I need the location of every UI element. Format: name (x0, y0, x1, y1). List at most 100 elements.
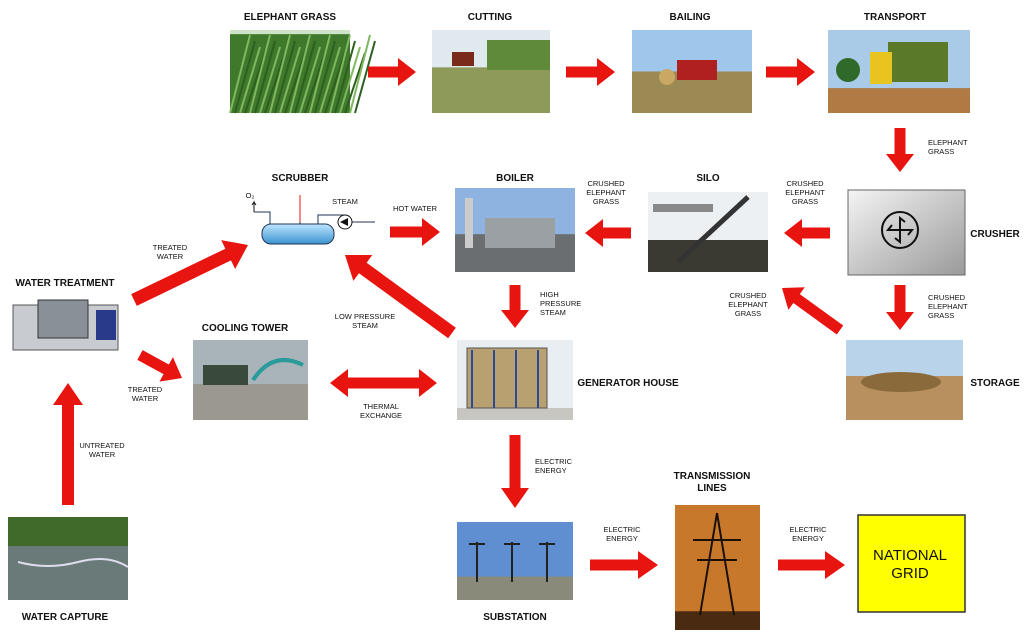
label-line: ELEPHANT (928, 138, 968, 147)
photo (432, 30, 550, 113)
scrubber-tank (262, 224, 334, 244)
label-line: WATER TREATMENT (15, 278, 114, 289)
label-line: GRASS (593, 197, 619, 206)
label-line: SILO (696, 173, 720, 184)
label-line: ENERGY (535, 466, 567, 475)
flow-arrow (368, 58, 416, 86)
photo-ground (648, 240, 768, 272)
label: TREATEDWATER (128, 385, 163, 403)
label-line: ELECTRIC (535, 457, 573, 466)
bale (659, 69, 675, 85)
gen-building (467, 348, 547, 408)
flow-arrow (886, 128, 914, 172)
label-line: BAILING (669, 12, 710, 23)
flow-arrow (784, 219, 830, 247)
label-line: TREATED (128, 385, 163, 394)
label-line: STEAM (540, 308, 566, 317)
label: ELECTRICENERGY (603, 525, 641, 543)
flow-arrow (501, 285, 529, 328)
label: ELECTRICENERGY (789, 525, 827, 543)
label-line: CUTTING (468, 12, 513, 23)
label: SCRUBBER (272, 173, 329, 184)
photo-ground (457, 577, 573, 600)
flow-arrow (330, 369, 437, 397)
label: CRUSHEDELEPHANTGRASS (586, 179, 626, 206)
label: HIGHPRESSURESTEAM (540, 290, 581, 317)
label-line: WATER (157, 252, 184, 261)
label: HOT WATER (393, 204, 438, 213)
label-line: ELECTRIC (603, 525, 641, 534)
tree (836, 58, 860, 82)
label: WATER CAPTURE (22, 612, 109, 623)
photo (193, 340, 308, 420)
label: O₂ (246, 191, 255, 200)
label-line: CRUSHED (729, 291, 767, 300)
photo-ground (8, 546, 128, 600)
photo-ground (193, 384, 308, 420)
flow-arrow (501, 435, 529, 508)
flow-arrow (778, 551, 845, 579)
label-line: CRUSHER (970, 229, 1020, 240)
label-line: ELECTRIC (789, 525, 827, 534)
flow-arrow (782, 287, 843, 334)
label-line: ENERGY (792, 534, 824, 543)
label-line: O₂ (246, 191, 255, 200)
boiler-stack (465, 198, 473, 248)
label-line: TREATED (153, 243, 188, 252)
label-line: STEAM (352, 321, 378, 330)
label-line: ELEPHANT (728, 300, 768, 309)
boiler-body (485, 218, 555, 248)
label-line: GENERATOR HOUSE (577, 378, 679, 389)
truck-load (888, 42, 948, 82)
label: ELEPHANT GRASS (244, 12, 337, 23)
label-line: TRANSMISSION (674, 471, 751, 482)
label-line: NATIONAL (873, 547, 947, 564)
label: GENERATOR HOUSE (577, 378, 679, 389)
label: CRUSHEDELEPHANTGRASS (728, 291, 768, 318)
label-line: BOILER (496, 173, 535, 184)
label: STORAGE (970, 378, 1020, 389)
label-line: GRASS (928, 147, 954, 156)
process-diagram: ELEPHANT GRASS CUTTING BAILING TRANSPORT CRU… (0, 0, 1027, 636)
label: TREATEDWATER (153, 243, 188, 261)
label-line: EXCHANGE (360, 411, 402, 420)
photo-ground (675, 611, 760, 630)
label-line: PRESSURE (540, 299, 581, 308)
label-line: THERMAL (363, 402, 399, 411)
label: SUBSTATION (483, 612, 547, 623)
label: COOLING TOWER (202, 323, 289, 334)
flow-arrow (131, 240, 248, 306)
crop (487, 40, 550, 70)
truck-cab (870, 52, 892, 84)
tower (203, 365, 248, 385)
label-line: LOW PRESSURE (335, 312, 395, 321)
label-line: GRASS (735, 309, 761, 318)
label: BAILING (669, 12, 710, 23)
photo (230, 30, 375, 113)
label-line: CRUSHED (587, 179, 625, 188)
label-line: WATER CAPTURE (22, 612, 109, 623)
photo (846, 340, 963, 420)
crusher-box (848, 190, 965, 275)
label: WATER TREATMENT (15, 278, 114, 289)
wt-motor (96, 310, 116, 340)
flow-arrow (886, 285, 914, 330)
photo (8, 290, 125, 365)
tractor (452, 52, 474, 66)
photo (632, 30, 752, 113)
silo-roof (653, 204, 713, 212)
photo (828, 30, 970, 113)
label-line: COOLING TOWER (202, 323, 289, 334)
label-line: STEAM (332, 197, 358, 206)
label-line: TRANSPORT (864, 12, 926, 23)
label: UNTREATEDWATER (79, 441, 125, 459)
label-line: CRUSHED (928, 293, 966, 302)
o2-arrow (252, 202, 256, 212)
label-line: HOT WATER (393, 204, 438, 213)
flow-arrow (585, 219, 631, 247)
photo-ground (828, 88, 970, 113)
photo-ground (432, 67, 550, 113)
